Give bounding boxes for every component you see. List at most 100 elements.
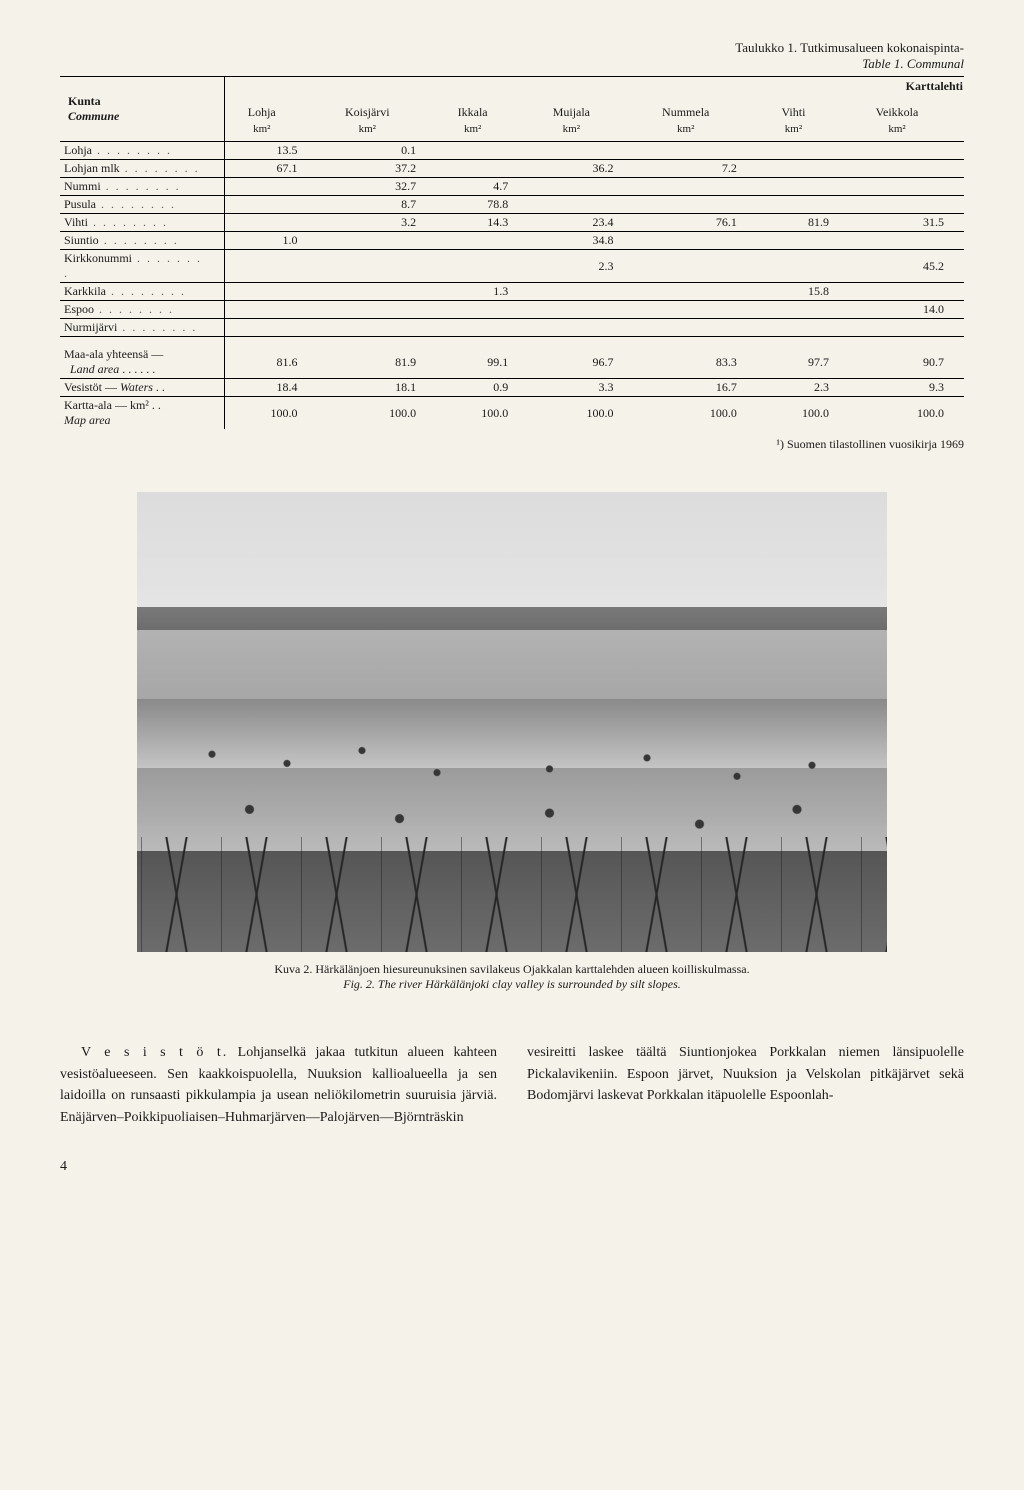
cell: 15.8 <box>757 283 849 301</box>
cell <box>634 232 757 250</box>
cell <box>528 319 633 337</box>
cell <box>757 196 849 214</box>
cell: 97.7 <box>757 337 849 379</box>
cell <box>849 196 964 214</box>
cell <box>849 283 964 301</box>
cell: 0.9 <box>436 379 528 397</box>
cell: 100.0 <box>849 397 964 430</box>
column-unit: km² <box>849 122 964 142</box>
cell: 100.0 <box>634 397 757 430</box>
table-title-line2: Table 1. Communal <box>862 56 964 71</box>
cell: 14.3 <box>436 214 528 232</box>
table-row: Lohja13.50.1 <box>60 142 964 160</box>
cell <box>849 178 964 196</box>
cell: 67.1 <box>225 160 318 178</box>
cell <box>528 196 633 214</box>
column-header: Vihti <box>757 95 849 122</box>
column-header: Koisjärvi <box>318 95 437 122</box>
cell <box>225 214 318 232</box>
column-unit: km² <box>757 122 849 142</box>
column-header: Nummela <box>634 95 757 122</box>
row-label: Vihti <box>60 214 225 232</box>
cell: 81.9 <box>318 337 437 379</box>
cell: 83.3 <box>634 337 757 379</box>
table-row: Pusula 8.778.8 <box>60 196 964 214</box>
data-table: Kunta Commune Karttalehti LohjaKoisjärvi… <box>60 76 964 429</box>
column-unit: km² <box>225 122 318 142</box>
cell <box>436 250 528 283</box>
cell: 37.2 <box>318 160 437 178</box>
cell: 2.3 <box>528 250 633 283</box>
cell <box>225 178 318 196</box>
column-header: Lohja <box>225 95 318 122</box>
cell <box>757 142 849 160</box>
cell: 23.4 <box>528 214 633 232</box>
table-row: Lohjan mlk67.137.236.27.2 <box>60 160 964 178</box>
cell <box>634 250 757 283</box>
column-header: Muijala <box>528 95 633 122</box>
table-row: Siuntio1.034.8 <box>60 232 964 250</box>
cell <box>757 319 849 337</box>
cell: 2.3 <box>757 379 849 397</box>
cell <box>225 301 318 319</box>
cell: 100.0 <box>757 397 849 430</box>
cell: 96.7 <box>528 337 633 379</box>
summary-label: Maa-ala yhteensä — Land area . . . . . . <box>60 337 225 379</box>
cell <box>849 160 964 178</box>
cell <box>757 178 849 196</box>
table-row: Karkkila 1.3 15.8 <box>60 283 964 301</box>
cell: 16.7 <box>634 379 757 397</box>
cell <box>436 232 528 250</box>
column-unit: km² <box>318 122 437 142</box>
cell <box>528 283 633 301</box>
cell <box>436 142 528 160</box>
cell <box>634 178 757 196</box>
cell: 18.4 <box>225 379 318 397</box>
column-unit: km² <box>436 122 528 142</box>
cell: 34.8 <box>528 232 633 250</box>
cell <box>757 232 849 250</box>
body-text: V e s i s t ö t. Lohjanselkä jakaa tutki… <box>60 1042 964 1129</box>
summary-label: Kartta-ala — km² . .Map area <box>60 397 225 430</box>
cell: 1.3 <box>436 283 528 301</box>
row-label: Nurmijärvi <box>60 319 225 337</box>
cell: 9.3 <box>849 379 964 397</box>
cell: 100.0 <box>528 397 633 430</box>
figure: Kuva 2. Härkälänjoen hiesureunuksinen sa… <box>60 492 964 992</box>
cell <box>634 142 757 160</box>
cell: 78.8 <box>436 196 528 214</box>
cell: 3.3 <box>528 379 633 397</box>
row-label: Espoo <box>60 301 225 319</box>
cell: 100.0 <box>436 397 528 430</box>
cell: 45.2 <box>849 250 964 283</box>
cell: 36.2 <box>528 160 633 178</box>
cell <box>528 178 633 196</box>
cell <box>225 283 318 301</box>
cell: 18.1 <box>318 379 437 397</box>
cell <box>225 250 318 283</box>
cell <box>318 232 437 250</box>
cell <box>436 319 528 337</box>
summary-label: Vesistöt — Waters . . <box>60 379 225 397</box>
row-label: Pusula <box>60 196 225 214</box>
cell: 100.0 <box>225 397 318 430</box>
table-row: Nummi32.74.7 <box>60 178 964 196</box>
column-unit: km² <box>528 122 633 142</box>
cell: 8.7 <box>318 196 437 214</box>
karttalehti-header: Karttalehti <box>225 77 965 96</box>
kunta-header: Kunta Commune <box>64 90 223 128</box>
cell: 4.7 <box>436 178 528 196</box>
row-label: Siuntio <box>60 232 225 250</box>
cell <box>849 319 964 337</box>
row-label: Karkkila <box>60 283 225 301</box>
cell <box>436 160 528 178</box>
cell <box>634 319 757 337</box>
cell <box>634 301 757 319</box>
column-header: Ikkala <box>436 95 528 122</box>
cell: 99.1 <box>436 337 528 379</box>
column-unit: km² <box>634 122 757 142</box>
cell: 81.6 <box>225 337 318 379</box>
landscape-photo <box>137 492 887 952</box>
cell: 32.7 <box>318 178 437 196</box>
cell <box>436 301 528 319</box>
